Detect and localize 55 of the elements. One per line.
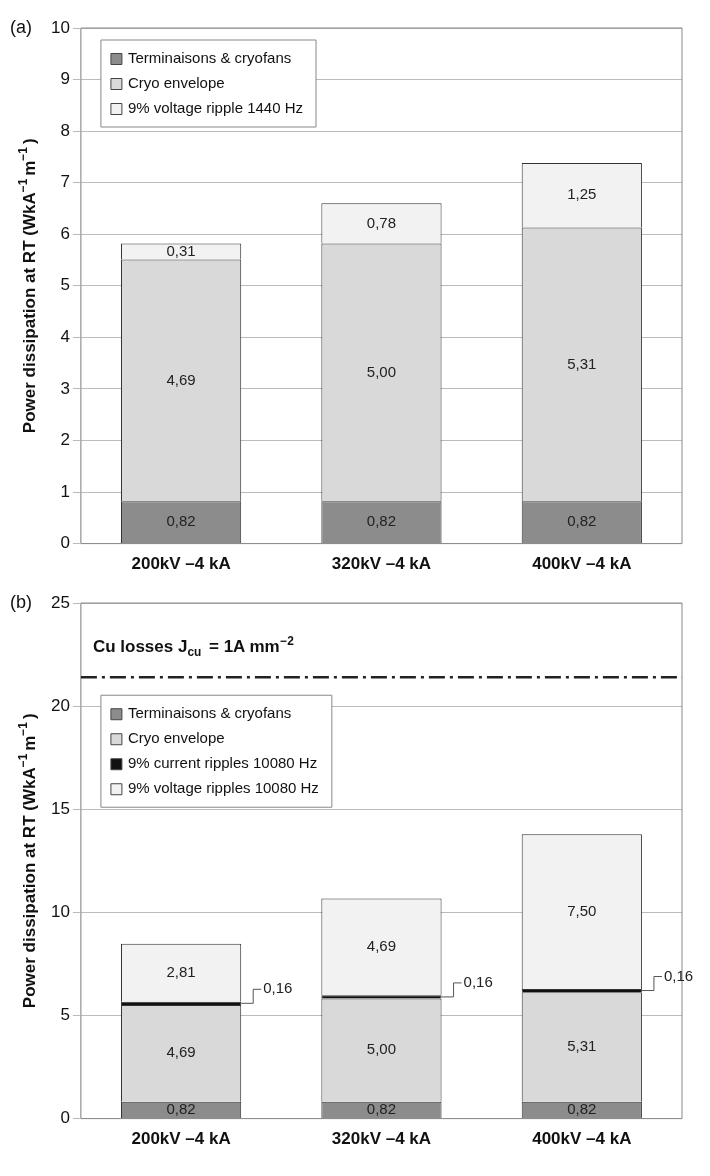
y-tick-label: 20 bbox=[50, 695, 70, 715]
legend-label: Terminaisons & cryofans bbox=[127, 703, 292, 721]
chart-title: (a) bbox=[10, 16, 32, 37]
data-label: 7,50 bbox=[567, 901, 597, 919]
data-label: 0,82 bbox=[567, 512, 597, 530]
y-tick-label: 15 bbox=[50, 798, 70, 818]
legend-label: 9% voltage ripple 1440 Hz bbox=[127, 98, 304, 116]
y-tick-label: 6 bbox=[60, 223, 70, 243]
x-tick-label: 200kV –4 kA bbox=[131, 554, 231, 574]
y-tick-label: 9 bbox=[60, 69, 70, 89]
y-tick-label: 0 bbox=[60, 1108, 70, 1128]
data-label: 4,69 bbox=[166, 1043, 196, 1061]
data-label: 0,82 bbox=[166, 1100, 196, 1118]
y-tick-label: 10 bbox=[50, 17, 70, 37]
data-label: 0,31 bbox=[166, 241, 196, 259]
data-label: 0,82 bbox=[366, 1100, 397, 1118]
y-tick-label: 1 bbox=[60, 481, 70, 501]
data-label: 5,31 bbox=[567, 1037, 597, 1055]
data-label: 5,31 bbox=[567, 354, 597, 372]
data-label: 0,82 bbox=[567, 1100, 597, 1118]
legend-label: 9% current ripples 10080 Hz bbox=[127, 753, 318, 771]
data-label: 0,82 bbox=[166, 512, 196, 530]
x-tick-label: 320kV –4 kA bbox=[331, 1129, 432, 1149]
y-tick-label: 4 bbox=[60, 327, 70, 347]
data-label: 0,16 bbox=[463, 973, 493, 991]
y-tick-label: 5 bbox=[60, 1005, 70, 1025]
y-axis-title: Power dissipation at RT (WkA−1m−1) bbox=[16, 138, 39, 434]
chart-title: (b) bbox=[10, 591, 32, 612]
y-tick-label: 8 bbox=[60, 120, 70, 140]
data-label: 4,69 bbox=[166, 370, 196, 388]
data-label: 5,00 bbox=[366, 362, 397, 380]
data-label: 0,78 bbox=[366, 213, 397, 231]
data-label: 0,16 bbox=[263, 979, 293, 997]
y-tick-label: 0 bbox=[60, 533, 70, 553]
y-tick-label: 25 bbox=[50, 592, 70, 612]
y-tick-label: 5 bbox=[60, 275, 70, 295]
legend-label: 9% voltage ripples 10080 Hz bbox=[127, 778, 319, 796]
legend-label: Terminaisons & cryofans bbox=[127, 48, 292, 66]
x-tick-label: 320kV –4 kA bbox=[331, 554, 432, 574]
x-tick-label: 200kV –4 kA bbox=[131, 1129, 231, 1149]
data-label: 0,82 bbox=[366, 512, 397, 530]
x-tick-label: 400kV –4 kA bbox=[532, 554, 632, 574]
y-tick-label: 7 bbox=[60, 172, 70, 192]
data-label: 0,16 bbox=[663, 966, 694, 984]
legend-label: Cryo envelope bbox=[127, 73, 225, 91]
data-label: 4,69 bbox=[366, 937, 397, 955]
y-tick-label: 10 bbox=[50, 902, 70, 922]
x-tick-label: 400kV –4 kA bbox=[532, 1129, 632, 1149]
y-axis-title: Power dissipation at RT (WkA−1m−1) bbox=[16, 713, 39, 1009]
y-tick-label: 3 bbox=[60, 378, 70, 398]
y-tick-label: 2 bbox=[60, 430, 70, 450]
legend-label: Cryo envelope bbox=[127, 728, 225, 746]
data-label: 5,00 bbox=[366, 1040, 397, 1058]
data-label: 1,25 bbox=[567, 185, 597, 203]
data-label: 2,81 bbox=[166, 962, 196, 980]
